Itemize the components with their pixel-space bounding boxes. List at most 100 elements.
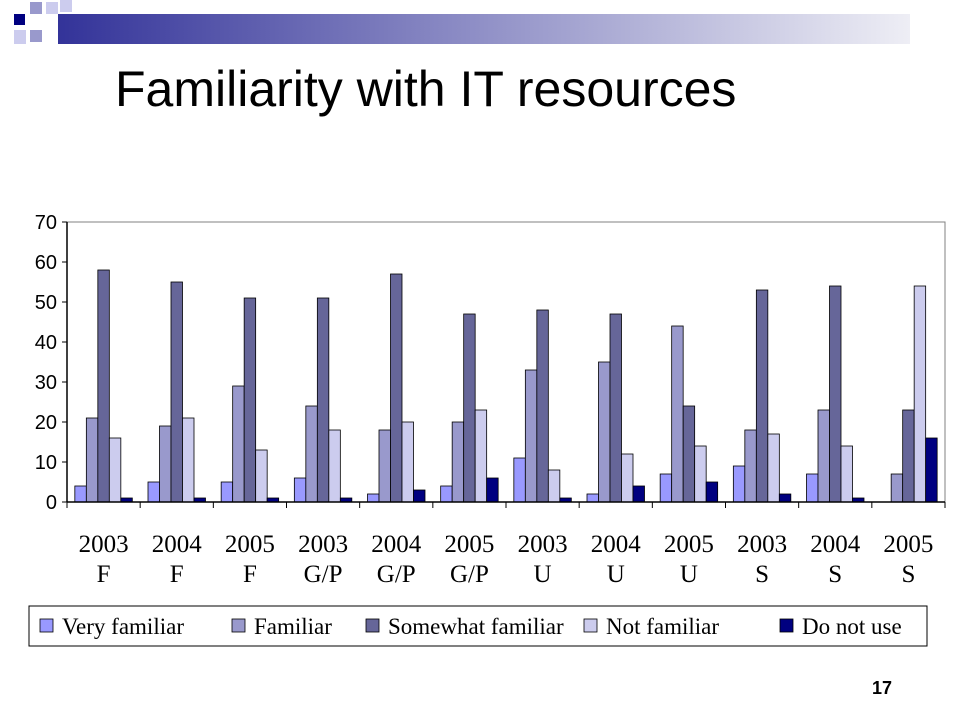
legend-swatch	[39, 618, 54, 633]
bar-somewhat-familiar	[609, 313, 622, 503]
bar-do-not-use	[925, 437, 938, 503]
y-tick-label: 50	[35, 292, 57, 314]
x-tick-label: 2004	[152, 531, 203, 558]
bar-familiar	[159, 425, 172, 503]
x-tick-label: F	[170, 561, 184, 588]
slide-title: Familiarity with IT resources	[115, 61, 737, 117]
title-gradient-bar	[58, 14, 910, 44]
bar-do-not-use	[778, 493, 792, 503]
y-tick-label: 40	[35, 332, 57, 354]
legend-swatch	[365, 618, 380, 633]
bar-familiar	[744, 429, 757, 503]
x-tick-label: S	[828, 561, 842, 588]
bar-do-not-use	[632, 485, 645, 503]
legend-label: Not familiar	[606, 614, 719, 639]
bar-very-familiar	[74, 485, 87, 503]
bar-somewhat-familiar	[463, 313, 476, 503]
bar-somewhat-familiar	[243, 297, 257, 503]
bar-very-familiar	[293, 477, 307, 503]
bar-familiar	[305, 405, 318, 503]
bar-very-familiar	[732, 465, 746, 503]
bar-not-familiar	[547, 469, 561, 503]
x-tick-label: U	[534, 561, 552, 588]
legend-label: Somewhat familiar	[388, 614, 564, 639]
x-tick-label: G/P	[304, 561, 343, 588]
bar-very-familiar	[586, 493, 599, 503]
bar-very-familiar	[513, 457, 526, 503]
bar-not-familiar	[913, 285, 927, 503]
bar-somewhat-familiar	[536, 309, 549, 503]
x-tick-label: 2005	[225, 531, 275, 558]
accent-square-light	[46, 2, 58, 14]
bar-somewhat-familiar	[902, 409, 915, 503]
bar-not-familiar	[108, 437, 122, 503]
x-tick-label: G/P	[377, 561, 416, 588]
y-tick-label: 70	[35, 212, 57, 234]
bar-somewhat-familiar	[755, 289, 769, 503]
legend-swatch	[231, 618, 246, 633]
bar-very-familiar	[659, 473, 673, 503]
bar-not-familiar	[767, 433, 780, 503]
bar-very-familiar	[367, 493, 380, 503]
bar-do-not-use	[486, 477, 499, 503]
x-tick-label: 2003	[79, 531, 129, 558]
bar-do-not-use	[413, 489, 426, 503]
legend-swatch	[583, 618, 598, 633]
y-tick-label: 10	[35, 452, 57, 474]
x-tick-label: 2005	[444, 531, 494, 558]
bar-not-familiar	[474, 409, 488, 503]
accent-square-dark	[14, 14, 25, 25]
accent-square-light	[30, 2, 42, 14]
title-decoration	[14, 0, 910, 44]
x-tick-label: 2004	[591, 531, 642, 558]
x-tick-label: 2003	[737, 531, 787, 558]
x-tick-label: 2005	[883, 531, 933, 558]
x-tick-label: 2005	[664, 531, 714, 558]
accent-square-light	[30, 30, 42, 42]
bar-very-familiar	[147, 481, 160, 503]
bar-familiar	[890, 473, 904, 503]
x-tick-label: G/P	[450, 561, 489, 588]
x-tick-label: F	[97, 561, 111, 588]
x-tick-label: F	[243, 561, 257, 588]
x-tick-label: U	[680, 561, 698, 588]
bar-somewhat-familiar	[682, 405, 696, 503]
bar-not-familiar	[255, 449, 268, 503]
y-tick-label: 30	[35, 372, 57, 394]
bar-somewhat-familiar	[390, 273, 403, 503]
y-tick-label: 0	[46, 492, 57, 514]
y-tick-label: 20	[35, 412, 57, 434]
bar-do-not-use	[705, 481, 719, 503]
bar-familiar	[817, 409, 830, 503]
bar-familiar	[451, 421, 465, 503]
accent-square-light	[60, 0, 72, 12]
bar-familiar	[85, 417, 99, 503]
plot-area	[66, 221, 946, 503]
legend-label: Do not use	[802, 614, 902, 639]
bar-not-familiar	[694, 445, 707, 503]
bar-not-familiar	[401, 421, 414, 503]
bar-familiar	[232, 385, 245, 503]
bar-very-familiar	[440, 485, 453, 503]
bar-familiar	[671, 325, 684, 503]
bar-not-familiar	[182, 417, 195, 503]
bar-not-familiar	[840, 445, 853, 503]
page-number: 17	[872, 678, 893, 698]
bar-not-familiar	[621, 453, 634, 503]
legend-swatch	[779, 618, 794, 633]
x-tick-label: U	[607, 561, 625, 588]
x-tick-label: 2004	[810, 531, 861, 558]
x-tick-label: 2003	[518, 531, 568, 558]
legend-box	[28, 605, 928, 647]
x-tick-label: 2004	[371, 531, 422, 558]
legend-label: Familiar	[254, 614, 332, 639]
bar-familiar	[378, 429, 391, 503]
accent-square-light	[14, 30, 26, 44]
x-tick-label: S	[755, 561, 769, 588]
y-tick-label: 60	[35, 252, 57, 274]
bar-somewhat-familiar	[170, 281, 183, 503]
bar-not-familiar	[328, 429, 341, 503]
x-tick-label: 2003	[298, 531, 348, 558]
bar-somewhat-familiar	[97, 269, 110, 503]
